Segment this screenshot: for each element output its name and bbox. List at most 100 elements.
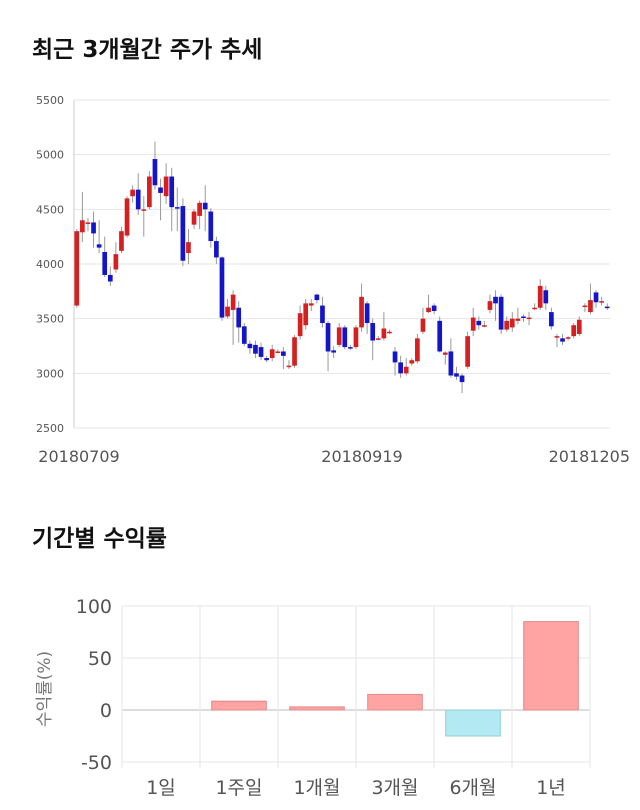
candle-body (80, 220, 85, 233)
candle (359, 283, 364, 332)
candle-body (314, 294, 320, 301)
candle (208, 208, 214, 248)
candle (482, 320, 487, 328)
candle-body (588, 300, 593, 313)
candle-body (387, 331, 392, 334)
candle-body (135, 189, 141, 210)
candle-body (442, 352, 448, 355)
candle-body (470, 317, 476, 331)
candle (230, 290, 236, 345)
candle (392, 347, 398, 376)
candle (476, 316, 482, 330)
candle-body (253, 344, 258, 354)
candle (409, 358, 415, 366)
candle-grid (73, 99, 610, 429)
candle-y-tick-label: 4500 (36, 203, 64, 216)
candle-body (286, 365, 292, 368)
candle-body (331, 350, 336, 353)
candle-body (163, 176, 169, 197)
candle (420, 307, 426, 334)
candle (426, 294, 431, 314)
candle (303, 298, 309, 330)
candle-body (498, 296, 504, 330)
candle-body (258, 347, 264, 357)
candle-y-tick-label: 4000 (36, 258, 64, 271)
candle-body (85, 222, 91, 224)
candle-body (236, 307, 242, 328)
candle-body (370, 323, 376, 341)
candle (107, 266, 113, 286)
candle (509, 312, 515, 332)
candle-body (96, 244, 102, 248)
candle-body (543, 290, 549, 304)
candle (247, 340, 253, 354)
candle (442, 351, 448, 365)
candle-body (459, 375, 465, 383)
candle-body (124, 198, 130, 236)
price-trend-title: 최근 3개월간 주가 추세 (32, 37, 263, 63)
candle (174, 187, 180, 232)
candle-body (158, 187, 163, 193)
candle-body (364, 303, 370, 324)
candle-body (549, 312, 554, 327)
candle (202, 185, 208, 232)
candle-body (381, 328, 387, 339)
bar-y-tick-label: 100 (76, 596, 112, 618)
candle (571, 323, 577, 339)
bar-y-tick-label: 0 (100, 700, 112, 722)
candle (387, 329, 392, 334)
candle-body (599, 301, 604, 303)
candle-body (521, 316, 526, 318)
candle-body (174, 207, 180, 209)
candle (130, 185, 135, 203)
candle-y-axis: 2500 3000 3500 4000 4500 5000 5500 (36, 94, 64, 435)
candle-body (398, 362, 403, 374)
candle (470, 307, 476, 337)
candle (197, 200, 202, 230)
candle (398, 355, 403, 378)
candle-body (348, 347, 353, 349)
candle (593, 290, 599, 308)
candle (85, 218, 91, 232)
candle (314, 293, 320, 304)
candle (113, 242, 119, 273)
candle-body (565, 337, 571, 339)
candle-body (403, 366, 409, 374)
candle (158, 178, 163, 221)
candle (219, 256, 225, 321)
candle (448, 338, 454, 378)
candle (565, 336, 571, 341)
candle (543, 285, 549, 310)
candle (487, 294, 493, 314)
candle-body (275, 351, 281, 353)
candle (515, 307, 521, 325)
candle (604, 303, 610, 310)
candle-body (264, 358, 269, 361)
candle (532, 303, 537, 310)
candle-x-tick-label: 20181205 (549, 447, 630, 466)
candle-body (107, 274, 113, 282)
candle (549, 307, 554, 330)
bar-y-tick-label: -50 (81, 752, 112, 774)
candle-body (526, 317, 532, 320)
candle (135, 173, 141, 215)
candle-body (437, 320, 443, 352)
candle (225, 298, 230, 319)
candle-body (353, 327, 359, 348)
candle-body (152, 159, 158, 186)
bar-x-tick-label: 3개월 (371, 777, 418, 799)
candle-body (292, 337, 297, 366)
candle (286, 360, 292, 369)
return-bar (445, 709, 501, 737)
return-bar (289, 706, 345, 711)
candle-y-tick-label: 3000 (36, 367, 64, 380)
candle (437, 316, 443, 353)
candle-y-tick-label: 5000 (36, 149, 64, 162)
bar-y-axis: -50 0 50 100 (76, 596, 112, 774)
candle (493, 290, 498, 321)
bar-x-axis: 1일 1주일 1개월 3개월 6개월 1년 (146, 777, 566, 799)
candle-body (537, 285, 543, 308)
candle (375, 336, 381, 341)
candle-body (392, 351, 398, 363)
candle-body (297, 313, 303, 337)
